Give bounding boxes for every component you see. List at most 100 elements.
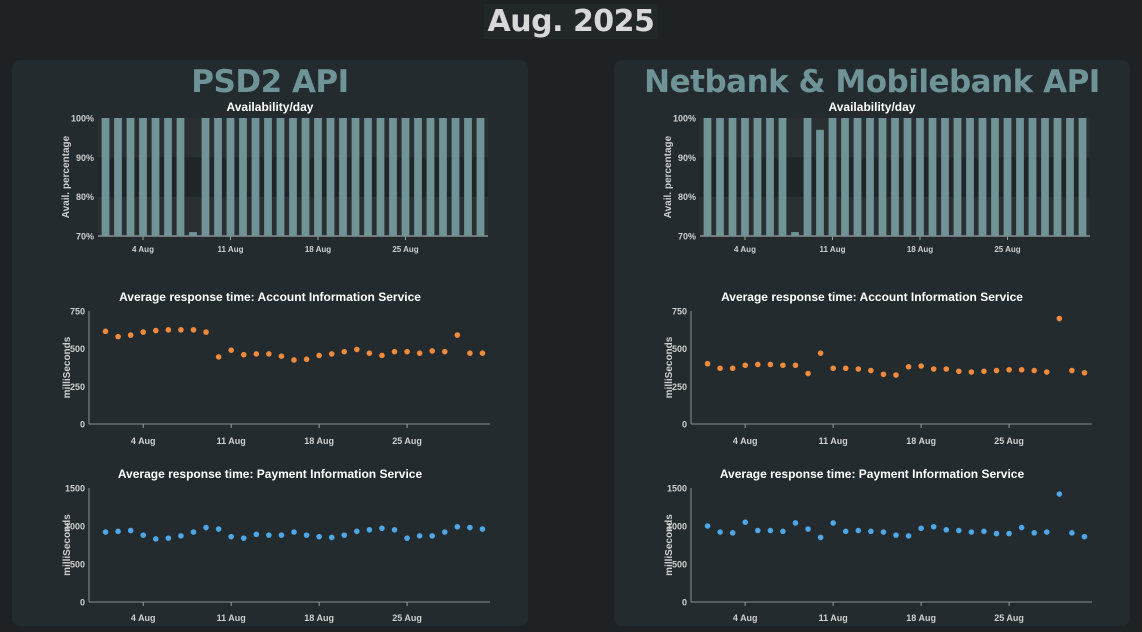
data-point [905, 533, 912, 539]
data-point [316, 352, 322, 359]
panel-title: Netbank & Mobilebank API [644, 64, 1100, 100]
data-point [1056, 491, 1063, 497]
data-point [441, 348, 448, 355]
availability-bar [376, 118, 385, 236]
x-tick-label: 25 Aug [392, 245, 418, 254]
data-point [165, 535, 172, 541]
availability-bar [791, 232, 799, 236]
y-axis-label: milliSeconds [62, 514, 73, 576]
data-point [780, 528, 786, 535]
data-point [102, 529, 109, 535]
data-point [905, 363, 912, 370]
x-tick-label: 25 Aug [994, 245, 1020, 254]
data-point [1081, 533, 1088, 540]
y-tick-label: 100% [673, 114, 696, 124]
data-point [354, 528, 360, 535]
data-point [366, 527, 373, 533]
data-point [880, 529, 887, 535]
availability-bar [866, 118, 874, 236]
y-tick-label: 1000 [667, 522, 687, 532]
availability-bar [1003, 118, 1012, 236]
data-point [855, 366, 862, 372]
availability-bar [916, 118, 924, 236]
availability-bar [816, 129, 824, 236]
data-point [968, 369, 975, 375]
data-point [379, 525, 385, 532]
data-point [203, 524, 209, 531]
data-point [165, 327, 172, 333]
availability-bar [176, 118, 185, 236]
availability-bar [301, 118, 310, 236]
data-point [717, 529, 723, 535]
x-tick-label: 18 Aug [305, 245, 331, 254]
data-point [354, 346, 360, 353]
y-tick-label: 90% [76, 153, 94, 163]
data-point [943, 527, 950, 533]
data-point [729, 530, 736, 536]
data-point [328, 351, 335, 357]
x-tick-label: 25 Aug [392, 436, 422, 446]
data-point [780, 362, 786, 369]
data-point [115, 528, 121, 535]
availability-bar [741, 118, 749, 236]
data-point [1056, 315, 1063, 322]
data-point [918, 525, 924, 532]
data-point [1081, 369, 1088, 376]
data-point [742, 362, 749, 369]
y-tick-label: 1000 [65, 522, 85, 532]
data-point [328, 534, 335, 541]
availability-bar [101, 118, 110, 236]
y-tick-label: 70% [678, 232, 696, 242]
availability-bar [476, 118, 485, 236]
x-tick-label: 18 Aug [304, 613, 334, 623]
availability-bar [716, 118, 724, 236]
availability-bar [778, 118, 787, 236]
availability-bar [703, 118, 712, 236]
chart-title: Average response time: Payment Informati… [720, 467, 1025, 481]
data-point [341, 532, 348, 538]
availability-bar [1078, 118, 1087, 236]
availability-bar [1016, 118, 1024, 236]
ais-response-chart: Average response time: Account Informati… [62, 290, 490, 446]
data-point [792, 520, 799, 526]
data-point [467, 524, 473, 531]
data-point [1069, 367, 1075, 374]
y-tick-label: 0 [80, 420, 85, 430]
availability-bar [978, 118, 987, 236]
data-point [341, 348, 348, 355]
availability-bar [364, 118, 372, 236]
data-point [993, 367, 1000, 374]
availability-bar [439, 118, 447, 236]
availability-bar [903, 118, 912, 236]
y-tick-label: 80% [76, 192, 94, 202]
chart-title: Availability/day [227, 100, 314, 114]
data-point [1043, 369, 1050, 375]
data-point [454, 523, 461, 530]
data-point [253, 351, 260, 357]
availability-bar [201, 118, 210, 236]
data-point [767, 361, 774, 368]
availability-bar [1066, 118, 1074, 236]
data-point [240, 351, 247, 358]
availability-bar [451, 118, 460, 236]
availability-bar [1028, 118, 1037, 236]
availability-bar [426, 118, 435, 236]
data-point [704, 360, 711, 367]
availability-bar [351, 118, 360, 236]
data-point [127, 332, 134, 338]
y-axis-label: milliSeconds [664, 514, 675, 576]
availability-bar [276, 118, 285, 236]
y-axis-label: milliSeconds [62, 336, 73, 398]
x-tick-label: 11 Aug [819, 613, 848, 623]
availability-bar [239, 118, 247, 236]
data-point [943, 366, 950, 372]
data-point [1018, 524, 1025, 531]
data-point [291, 529, 297, 535]
x-tick-label: 25 Aug [994, 613, 1024, 623]
chart-title: Average response time: Payment Informati… [118, 467, 423, 481]
data-point [278, 532, 285, 538]
availability-bar [941, 118, 949, 236]
data-point [1018, 366, 1025, 373]
availability-bar [164, 118, 172, 236]
chart-title: Average response time: Account Informati… [721, 290, 1023, 304]
